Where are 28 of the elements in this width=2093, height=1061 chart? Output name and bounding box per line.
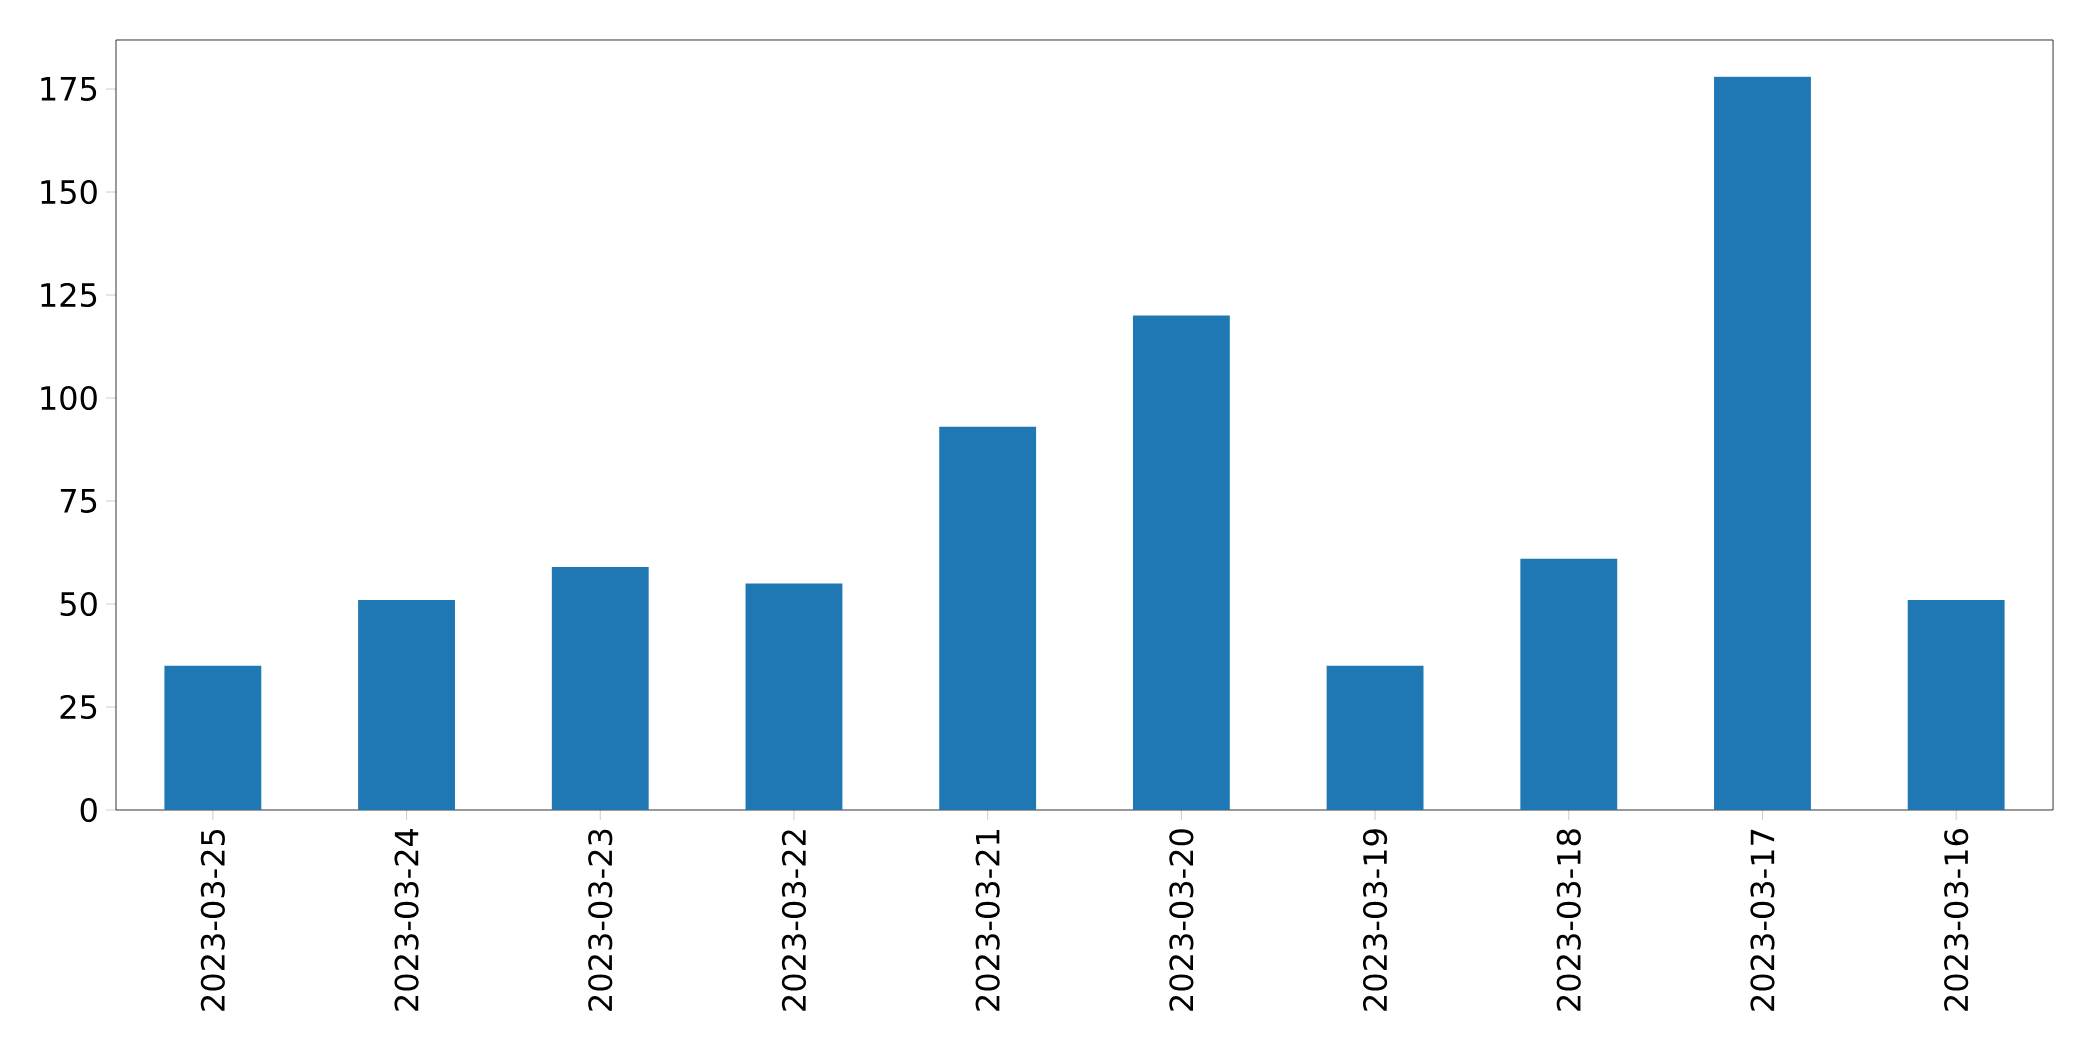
y-tick-label: 25 — [60, 694, 97, 720]
y-tick-label: 50 — [60, 591, 97, 617]
y-tick-label: 100 — [41, 385, 97, 411]
y-tick-label: 150 — [41, 179, 97, 205]
bar — [1132, 315, 1230, 810]
x-tick-label: 2023-03-17 — [1750, 829, 1775, 1011]
y-tick-label: 175 — [41, 77, 97, 101]
x-tick-label: 2023-03-21 — [975, 830, 1000, 1011]
bar — [1907, 599, 2005, 810]
x-tick-label: 2023-03-23 — [588, 829, 613, 1011]
y-tick-label: 0 — [80, 797, 97, 823]
x-tick-label: 2023-03-20 — [1169, 829, 1194, 1011]
y-tick-label: 125 — [41, 282, 97, 308]
x-tick-label: 2023-03-22 — [781, 830, 807, 1011]
bar — [164, 665, 262, 810]
bar — [1326, 665, 1424, 810]
x-tick-label: 2023-03-19 — [1362, 829, 1388, 1011]
bar — [939, 426, 1037, 810]
x-tick-label: 2023-03-24 — [394, 828, 419, 1011]
bar — [1520, 558, 1618, 810]
x-tick-label: 2023-03-16 — [1944, 829, 1969, 1011]
bar — [1714, 76, 1811, 810]
x-tick-label: 2023-03-25 — [200, 829, 225, 1011]
bar — [551, 566, 649, 810]
bar — [358, 599, 455, 810]
bar — [745, 583, 843, 810]
x-tick-label: 2023-03-18 — [1556, 829, 1581, 1011]
y-tick-label: 75 — [60, 489, 97, 513]
